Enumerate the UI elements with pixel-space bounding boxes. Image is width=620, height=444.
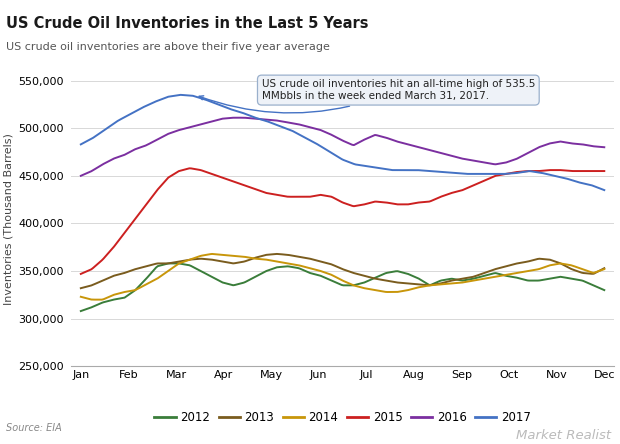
2012 <box>165 261 172 266</box>
2013 <box>601 266 608 271</box>
2015 <box>553 167 560 173</box>
2013 <box>389 279 396 284</box>
2013 <box>79 285 86 290</box>
2012 <box>399 270 407 275</box>
2016 <box>553 139 560 145</box>
Line: 2013: 2013 <box>81 254 604 288</box>
2015 <box>391 201 398 206</box>
2013 <box>399 280 407 285</box>
2017 <box>601 187 608 193</box>
2012 <box>520 277 528 282</box>
2012 <box>601 287 608 293</box>
2014 <box>555 261 562 266</box>
Text: US crude oil inventories hit an all-time high of 535.5
MMbbls in the week ended : US crude oil inventories hit an all-time… <box>199 79 535 113</box>
2017 <box>389 167 396 173</box>
2014 <box>89 297 97 302</box>
2014 <box>522 269 529 274</box>
Text: Market Realist: Market Realist <box>516 429 611 442</box>
2013 <box>77 285 84 291</box>
2016 <box>79 172 86 178</box>
2016 <box>77 173 84 178</box>
2015 <box>79 270 86 276</box>
2014 <box>401 288 409 293</box>
2016 <box>391 138 398 143</box>
Text: Source: EIA: Source: EIA <box>6 423 62 433</box>
Line: 2012: 2012 <box>81 263 604 311</box>
Text: US crude oil inventories are above their five year average: US crude oil inventories are above their… <box>6 42 330 52</box>
Y-axis label: Inventories (Thousand Barrels): Inventories (Thousand Barrels) <box>4 133 14 305</box>
2012 <box>77 309 84 314</box>
2014 <box>392 289 400 295</box>
2016 <box>231 115 239 120</box>
2014 <box>208 251 216 257</box>
2017 <box>177 92 184 98</box>
2015 <box>389 201 396 206</box>
Legend: 2012, 2013, 2014, 2015, 2016, 2017: 2012, 2013, 2014, 2015, 2016, 2017 <box>150 406 535 428</box>
2012 <box>553 275 560 280</box>
2012 <box>389 269 396 274</box>
2017 <box>77 142 84 147</box>
2014 <box>77 294 84 299</box>
2017 <box>553 174 560 179</box>
2013 <box>520 260 528 265</box>
2015 <box>601 168 608 174</box>
2016 <box>399 140 407 146</box>
2013 <box>273 251 281 257</box>
2013 <box>553 259 560 265</box>
2016 <box>601 145 608 150</box>
2017 <box>79 141 86 146</box>
Line: 2016: 2016 <box>81 118 604 176</box>
2013 <box>391 279 398 285</box>
Line: 2017: 2017 <box>81 95 604 190</box>
2015 <box>399 202 407 207</box>
2016 <box>389 137 396 143</box>
2014 <box>79 294 86 300</box>
2017 <box>399 167 407 173</box>
2012 <box>79 308 86 313</box>
2017 <box>520 169 528 174</box>
2014 <box>391 289 398 295</box>
2016 <box>520 152 528 158</box>
2014 <box>601 266 608 272</box>
Line: 2014: 2014 <box>81 254 604 300</box>
Line: 2015: 2015 <box>81 168 604 274</box>
Text: US Crude Oil Inventories in the Last 5 Years: US Crude Oil Inventories in the Last 5 Y… <box>6 16 369 31</box>
2015 <box>185 166 193 171</box>
2017 <box>391 167 398 173</box>
2015 <box>77 271 84 277</box>
2015 <box>520 169 528 174</box>
2012 <box>391 269 398 274</box>
